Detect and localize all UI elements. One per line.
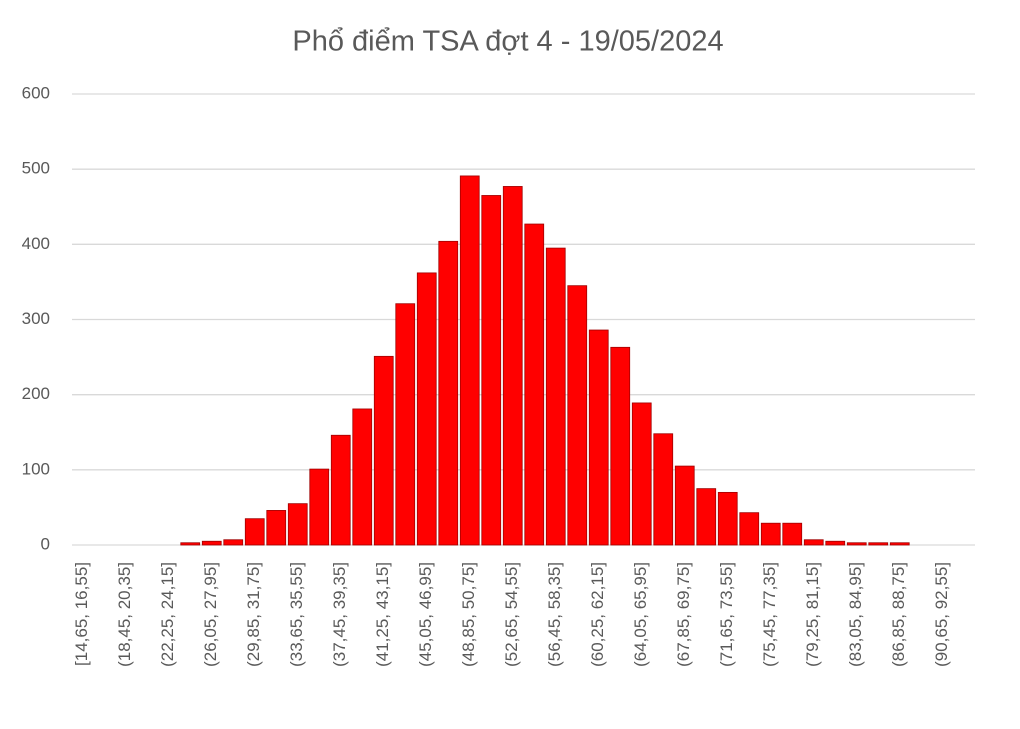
- y-tick-label: 0: [41, 534, 50, 553]
- y-tick-label: 500: [22, 159, 50, 178]
- bar: [889, 542, 910, 546]
- bar: [524, 223, 545, 546]
- bar: [696, 488, 717, 546]
- bar: [846, 542, 867, 546]
- bar: [717, 491, 738, 546]
- bar: [459, 175, 480, 546]
- bar: [223, 539, 244, 546]
- chart-title: Phổ điểm TSA đợt 4 - 19/05/2024: [292, 26, 723, 58]
- bar: [201, 540, 222, 546]
- bar: [416, 272, 437, 546]
- bar: [739, 512, 760, 546]
- bar: [567, 285, 588, 546]
- x-tick-label: (29,85, 31,75]: [244, 562, 263, 667]
- bar: [244, 518, 265, 546]
- x-tick-label: (86,85, 88,75]: [889, 562, 908, 667]
- y-tick-label: 300: [22, 309, 50, 328]
- x-tick-label: (83,05, 84,95]: [846, 562, 865, 667]
- bar: [287, 503, 308, 546]
- x-tick-label: (37,45, 39,35]: [330, 562, 349, 667]
- bar: [502, 186, 523, 546]
- bar: [545, 247, 566, 546]
- bar: [610, 346, 631, 546]
- bar: [395, 303, 416, 546]
- x-tick-label: (45,05, 46,95]: [416, 562, 435, 667]
- x-tick-label: (18,45, 20,35]: [115, 562, 134, 667]
- x-tick-label: (22,25, 24,15]: [158, 562, 177, 667]
- y-tick-label: 200: [22, 384, 50, 403]
- bar: [352, 408, 373, 546]
- x-tick-label: (48,85, 50,75]: [459, 562, 478, 667]
- bar: [631, 402, 652, 546]
- bar: [180, 542, 201, 546]
- bar: [309, 468, 330, 546]
- bar: [266, 510, 287, 546]
- x-tick-label: (75,45, 77,35]: [760, 562, 779, 667]
- x-tick-label: (41,25, 43,15]: [373, 562, 392, 667]
- y-tick-label: 100: [22, 459, 50, 478]
- bar: [674, 465, 695, 546]
- bar: [760, 522, 781, 546]
- bar: [330, 434, 351, 546]
- bar: [588, 329, 609, 546]
- x-tick-label: [14,65, 16,55]: [72, 562, 91, 666]
- bar: [373, 355, 394, 546]
- bar: [782, 522, 803, 546]
- x-tick-label: (60,25, 62,15]: [588, 562, 607, 667]
- x-tick-label: (71,65, 73,55]: [717, 562, 736, 667]
- x-tick-label: (56,45, 58,35]: [545, 562, 564, 667]
- x-tick-label: (90,65, 92,55]: [932, 562, 951, 667]
- bar: [803, 539, 824, 546]
- x-tick-label: (64,05, 65,95]: [631, 562, 650, 667]
- bar: [653, 433, 674, 546]
- x-tick-label: (79,25, 81,15]: [803, 562, 822, 667]
- bar: [438, 240, 459, 546]
- y-tick-label: 400: [22, 234, 50, 253]
- y-tick-label: 600: [22, 83, 50, 102]
- x-tick-label: (26,05, 27,95]: [201, 562, 220, 667]
- x-tick-label: (67,85, 69,75]: [674, 562, 693, 667]
- x-tick-label: (33,65, 35,55]: [287, 562, 306, 667]
- bar: [868, 542, 889, 546]
- x-tick-label: (52,65, 54,55]: [502, 562, 521, 667]
- bar: [825, 540, 846, 546]
- bar: [481, 195, 502, 546]
